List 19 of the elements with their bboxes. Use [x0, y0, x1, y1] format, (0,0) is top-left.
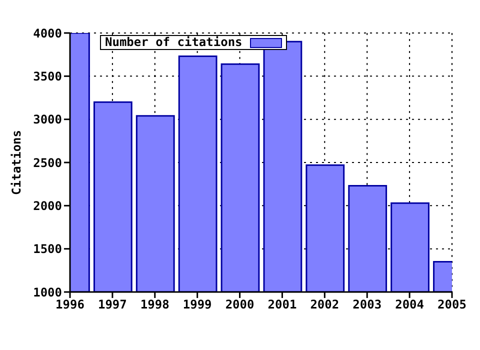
x-tick-label: 1997 [98, 298, 127, 312]
y-tick-label: 3500 [33, 69, 62, 84]
x-tick-label: 2004 [395, 298, 424, 312]
y-tick-label: 3000 [33, 112, 62, 127]
x-tick-label: 2000 [225, 298, 254, 312]
y-axis-title: Citations [9, 130, 24, 196]
x-tick-label: 2005 [438, 298, 466, 312]
y-tick-label: 1000 [33, 285, 62, 300]
y-tick-label: 1500 [33, 242, 62, 256]
y-tick-label: 2000 [33, 198, 62, 213]
x-tick-label: 1999 [182, 298, 212, 312]
x-tick-label: 1998 [140, 298, 170, 312]
y-tick-label: 4000 [33, 26, 62, 40]
x-tick-label: 2001 [268, 298, 297, 312]
legend-label: Number of citations [105, 35, 242, 49]
y-tick-label: 2500 [33, 156, 62, 170]
x-tick-label: 2003 [352, 298, 382, 312]
x-tick-label: 1996 [56, 298, 84, 312]
x-tick-label: 2002 [310, 298, 340, 312]
